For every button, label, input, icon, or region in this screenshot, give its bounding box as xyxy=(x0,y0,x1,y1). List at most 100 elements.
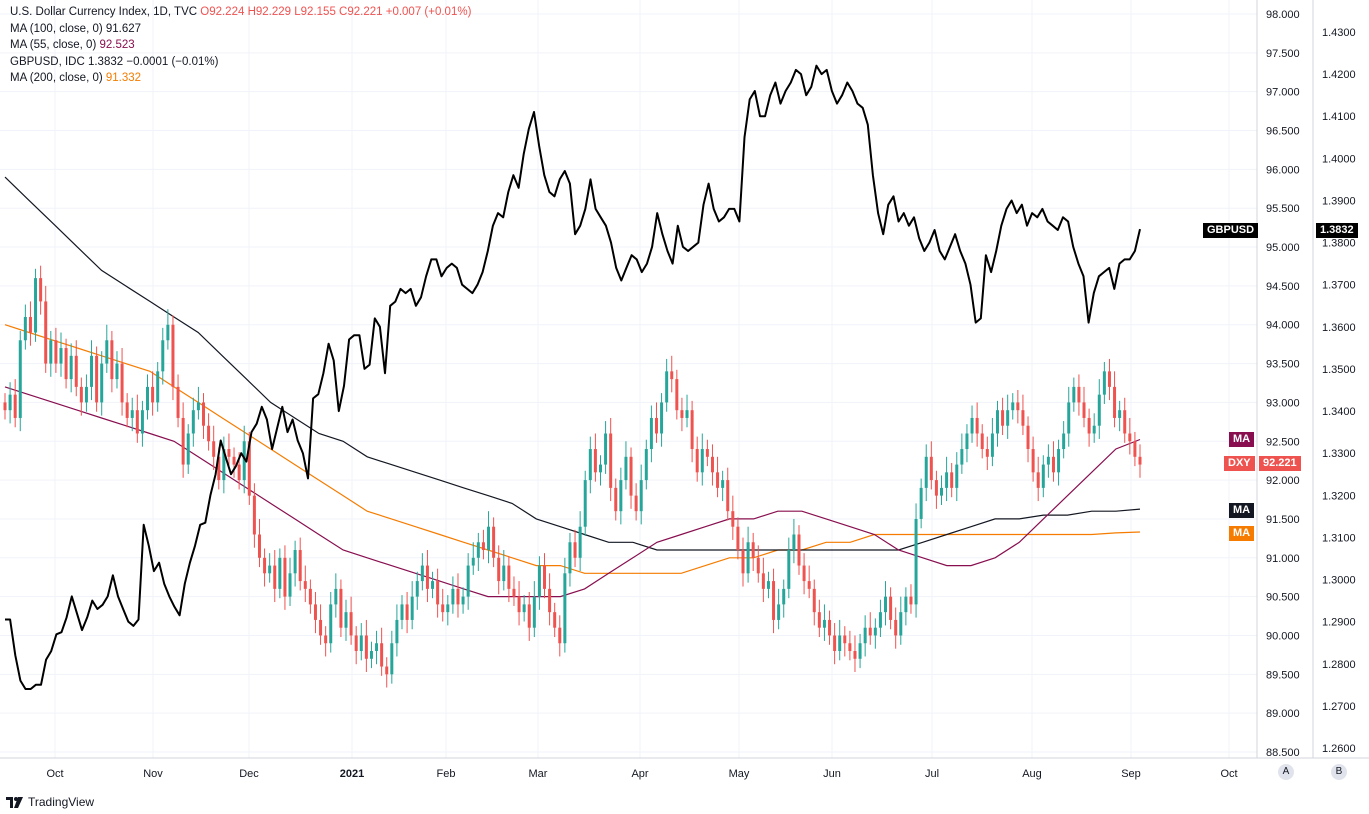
candle xyxy=(110,330,114,393)
candle xyxy=(716,456,720,498)
candle xyxy=(359,623,363,661)
candle xyxy=(853,635,857,672)
candle xyxy=(181,402,185,478)
candle xyxy=(329,591,333,653)
candle xyxy=(726,467,730,521)
candle xyxy=(1016,389,1020,424)
time-tick-label: 2021 xyxy=(340,768,364,780)
candle xyxy=(980,424,984,459)
candle xyxy=(471,542,475,575)
candle xyxy=(1128,417,1132,455)
legend-ma200[interactable]: MA (200, close, 0) 91.332 xyxy=(10,72,142,84)
candle xyxy=(28,301,32,346)
candle xyxy=(196,386,200,420)
gbp-tick-label: 1.3500 xyxy=(1322,364,1356,376)
candle xyxy=(1011,393,1015,420)
candle xyxy=(1077,374,1081,416)
candle xyxy=(649,405,653,463)
candle xyxy=(817,599,821,638)
candle xyxy=(940,475,944,505)
log-scale-button[interactable]: B xyxy=(1331,764,1347,780)
legend-ma100[interactable]: MA (100, close, 0) 91.627 xyxy=(10,22,142,35)
candle xyxy=(369,641,373,669)
candle xyxy=(1041,455,1045,498)
candle xyxy=(466,553,470,610)
candle xyxy=(593,433,597,482)
gbp-tick-label: 1.3700 xyxy=(1322,280,1356,292)
candle xyxy=(420,553,424,591)
candle xyxy=(497,545,501,595)
candle xyxy=(54,327,58,373)
candle xyxy=(476,532,480,571)
dxy-tick-label: 98.000 xyxy=(1266,9,1300,21)
candle xyxy=(690,400,694,463)
legend-dxy[interactable]: U.S. Dollar Currency Index, 1D, TVC O92.… xyxy=(10,6,472,18)
dxy-tick-label: 95.500 xyxy=(1266,203,1300,215)
candle xyxy=(1036,456,1040,502)
candle xyxy=(446,595,450,626)
dxy-tick-label: 95.000 xyxy=(1266,242,1300,254)
candle xyxy=(415,571,419,610)
candle xyxy=(1057,439,1061,486)
time-axis[interactable]: Oct Nov Dec 2021 Feb Mar Apr May Jun Jul Aug Sep Oct xyxy=(46,768,1237,780)
legend-gbpusd[interactable]: GBPUSD, IDC 1.3832 −0.0001 (−0.01%) xyxy=(10,55,219,68)
candle xyxy=(598,455,602,486)
candle xyxy=(298,537,302,591)
candle xyxy=(364,619,368,672)
candle xyxy=(64,338,68,389)
candle xyxy=(212,425,216,471)
tradingview-logo-icon xyxy=(6,796,23,808)
candle xyxy=(838,619,842,661)
candle xyxy=(929,441,933,490)
candle xyxy=(660,393,664,447)
candle xyxy=(349,596,353,645)
candle xyxy=(873,618,877,649)
legend-ma55[interactable]: MA (55, close, 0) 92.523 xyxy=(10,39,135,51)
gbpusd-series xyxy=(5,64,1141,690)
candle xyxy=(746,526,750,583)
tradingview-brand[interactable]: TradingView xyxy=(6,795,94,809)
dxy-tick-label: 91.500 xyxy=(1266,514,1300,526)
gbp-price-axis[interactable]: 1.4300 1.4200 1.4100 1.4000 1.3900 1.3800 1.37… xyxy=(1322,27,1356,755)
candle xyxy=(848,630,852,661)
candle xyxy=(654,402,658,443)
auto-scale-button[interactable]: A xyxy=(1278,764,1294,780)
candle xyxy=(263,548,267,587)
ma100-line xyxy=(4,176,1141,551)
dxy-label-badge: DXY xyxy=(1224,456,1255,471)
candle xyxy=(461,587,465,614)
gbp-tick-label: 1.3100 xyxy=(1322,532,1356,544)
candle xyxy=(868,612,872,645)
candle xyxy=(812,579,816,626)
time-tick-label: Jun xyxy=(823,768,841,780)
dxy-price-axis[interactable]: 98.000 97.500 97.000 96.500 96.000 95.500 95.0… xyxy=(1266,9,1300,759)
candle xyxy=(537,556,541,610)
candle xyxy=(1107,358,1111,401)
candle xyxy=(1067,386,1071,447)
candle xyxy=(731,495,735,540)
candle xyxy=(517,581,521,626)
candle xyxy=(425,550,429,603)
ma100-label-badge: MA xyxy=(1229,503,1255,518)
candle xyxy=(481,529,485,560)
candle xyxy=(324,626,328,657)
time-tick-label: Feb xyxy=(437,768,456,780)
gbp-tick-label: 1.2800 xyxy=(1322,659,1356,671)
candle xyxy=(44,285,48,373)
candle xyxy=(135,394,139,443)
candle xyxy=(634,483,638,521)
candle xyxy=(84,374,88,412)
candle xyxy=(904,587,908,626)
candle xyxy=(95,346,99,412)
candle xyxy=(924,444,928,502)
candle xyxy=(721,470,725,502)
candle xyxy=(777,588,781,630)
candle xyxy=(161,327,165,385)
candle xyxy=(125,393,129,428)
candle xyxy=(970,405,974,443)
candle xyxy=(288,557,292,606)
gbp-tick-label: 1.3900 xyxy=(1322,195,1356,207)
candle xyxy=(1031,436,1035,482)
candle xyxy=(995,400,999,447)
